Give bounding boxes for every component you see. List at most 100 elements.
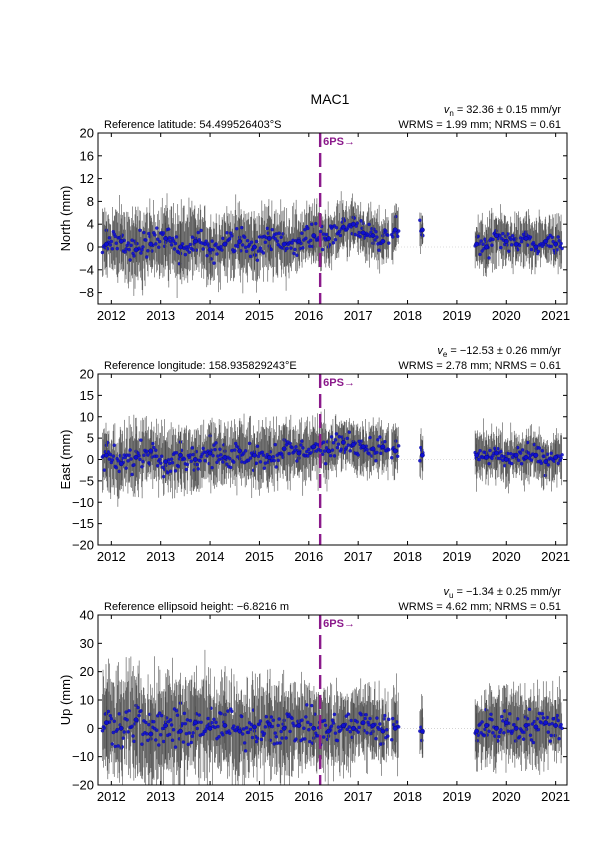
y-tick-label: 16 [80,148,94,163]
event-label: 6PS→ [323,136,355,148]
y-axis-label: East (mm) [58,430,73,490]
data-point [484,723,489,728]
series-group [100,191,564,298]
velocity-label: vu = −1.34 ± 0.25 mm/yr [444,586,562,600]
data-point [311,444,317,450]
y-tick-label: −5 [79,473,94,488]
y-tick-label: 4 [87,217,94,232]
x-tick-label: 2015 [245,549,274,564]
x-tick-label: 2018 [393,549,422,564]
data-point [350,221,356,227]
panel-up: 6PS→ −20 −10 0 10 20 30 40 2012 2013 2014 2015 2016 2… [58,586,570,804]
data-point [553,454,559,460]
data-point [281,241,287,247]
data-point [360,444,366,450]
data-point [350,725,356,731]
y-tick-label: −10 [72,749,94,764]
data-point [392,448,398,454]
data-point [222,454,228,460]
data-point [340,224,346,230]
data-point [484,244,489,250]
data-point [207,450,213,456]
y-tick-label: −4 [79,262,94,277]
velocity-label: vn = 32.36 ± 0.15 mm/yr [444,104,562,118]
data-point [252,452,257,458]
data-point [533,452,539,458]
data-point [350,442,356,447]
data-point [326,728,332,734]
data-point [163,459,169,465]
data-point [252,244,257,250]
plot-frame [97,132,568,305]
data-point [192,238,198,244]
daily-solution-cloud [100,191,564,298]
data-point [392,227,398,233]
x-tick-label: 2012 [97,308,126,323]
data-point [148,241,154,247]
data-point [207,725,213,731]
event-label: 6PS→ [323,377,355,389]
data-point [392,725,398,731]
data-point [419,728,425,734]
data-point [340,439,346,445]
series-group [100,649,564,785]
data-point [133,247,139,253]
data-point [326,448,332,454]
series-group [100,409,564,507]
y-tick-label: −8 [79,285,94,300]
data-point [192,457,198,462]
x-tick-label: 2021 [541,308,570,323]
x-tick-label: 2020 [492,549,521,564]
data-point [296,450,302,456]
y-tick-label: 0 [87,721,94,736]
reference-label: Reference ellipsoid height: −6.8216 m [104,601,289,613]
y-tick-label: 12 [80,171,94,186]
x-tick-label: 2020 [492,308,521,323]
data-point [103,720,109,726]
y-tick-label: 40 [80,608,94,623]
data-point [177,728,183,734]
reference-label: Reference longitude: 158.935829243°E [104,360,297,372]
data-point [370,233,376,239]
data-point [311,233,317,239]
data-point [192,720,198,726]
data-point [266,454,272,460]
x-tick-label: 2018 [393,789,422,804]
data-point [326,236,332,241]
figure-title: MAC1 [311,91,350,107]
x-tick-label: 2015 [245,308,274,323]
y-tick-label: −15 [72,516,94,531]
data-point [103,241,109,247]
data-point [360,720,366,726]
x-tick-label: 2013 [146,308,175,323]
data-point [493,450,499,456]
data-point [163,723,169,728]
data-point [380,728,386,734]
data-point [503,720,509,726]
data-point [360,230,366,236]
data-point [543,459,549,465]
y-tick-label: −20 [72,538,94,553]
y-tick-label: 20 [80,367,94,382]
data-point [222,723,228,728]
data-point [370,446,376,452]
wrms-nrms-label: WRMS = 1.99 mm; NRMS = 0.61 [398,119,561,131]
data-point [370,723,376,728]
y-tick-label: 0 [87,452,94,467]
data-point [118,461,124,467]
y-tick-label: 10 [80,693,94,708]
data-point [474,241,480,247]
data-point [553,241,559,247]
reference-label: Reference latitude: 54.499526403°S [104,119,281,131]
data-point [503,238,509,244]
data-point [543,720,549,726]
data-point [513,452,519,458]
x-tick-label: 2016 [294,549,323,564]
data-point [222,241,228,247]
x-tick-label: 2014 [196,308,225,323]
x-tick-label: 2019 [442,549,471,564]
wrms-nrms-label: WRMS = 4.62 mm; NRMS = 0.51 [398,601,561,613]
y-tick-label: 8 [87,194,94,209]
x-tick-label: 2014 [196,549,225,564]
